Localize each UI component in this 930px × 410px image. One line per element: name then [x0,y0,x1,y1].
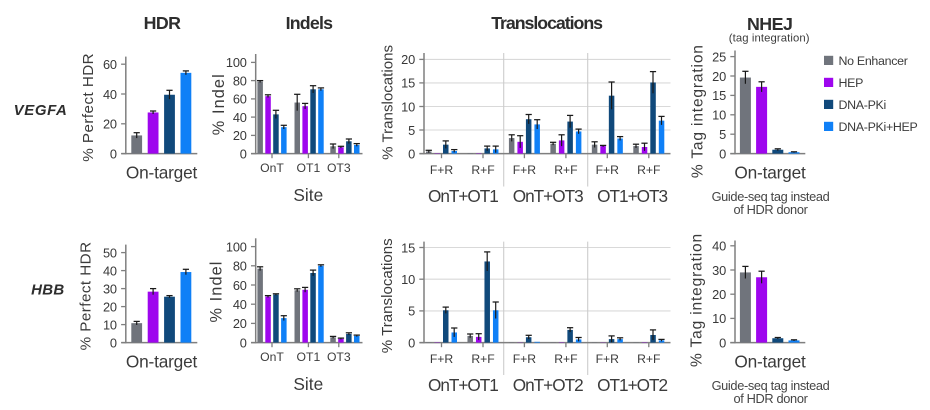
svg-text:60: 60 [233,92,247,107]
svg-text:20: 20 [233,316,247,331]
svg-text:40: 40 [233,110,247,125]
svg-text:10: 10 [712,311,726,326]
svg-text:F+R: F+R [596,352,620,366]
svg-text:% Perfect HDR: % Perfect HDR [80,53,97,162]
svg-text:No Enhancer: No Enhancer [839,54,908,68]
svg-text:5: 5 [408,123,415,138]
svg-text:OT1: OT1 [297,350,321,364]
svg-text:R+F: R+F [637,163,660,177]
svg-text:On-target: On-target [734,352,806,372]
svg-text:80: 80 [233,73,247,88]
svg-text:40: 40 [103,87,117,102]
svg-text:HEP: HEP [839,76,864,90]
svg-text:VEGFA: VEGFA [14,102,68,119]
svg-text:Translocations: Translocations [491,13,603,33]
svg-text:OT1: OT1 [297,161,321,175]
svg-text:of HDR donor: of HDR donor [733,202,808,217]
svg-text:0: 0 [240,335,247,350]
svg-text:OnT+OT1: OnT+OT1 [428,186,498,206]
svg-text:40: 40 [103,263,117,278]
svg-text:25: 25 [712,49,726,64]
svg-text:F+R: F+R [596,163,620,177]
svg-text:% Translocations: % Translocations [379,238,396,353]
svg-text:20: 20 [712,69,726,84]
svg-text:30: 30 [712,263,726,278]
svg-text:OT1+OT3: OT1+OT3 [597,186,667,206]
svg-text:% Indel: % Indel [210,73,228,135]
svg-text:OnT: OnT [260,161,284,175]
svg-text:% Translocations: % Translocations [380,45,397,160]
svg-text:Site: Site [293,185,323,205]
svg-text:(tag integration): (tag integration) [729,33,810,45]
svg-text:% Perfect HDR: % Perfect HDR [78,241,95,350]
svg-text:0: 0 [240,146,247,161]
svg-text:Guide-seq tag instead: Guide-seq tag instead [712,189,830,204]
svg-text:Guide-seq tag instead: Guide-seq tag instead [712,378,830,393]
svg-text:5: 5 [408,304,415,319]
svg-text:Indels: Indels [286,13,333,33]
svg-text:20: 20 [233,128,247,143]
svg-text:20: 20 [103,117,117,132]
svg-text:F+R: F+R [430,352,454,366]
svg-text:100: 100 [226,239,247,254]
svg-text:15: 15 [401,76,415,91]
svg-text:15: 15 [712,88,726,103]
svg-text:On-target: On-target [126,352,198,372]
svg-text:OnT: OnT [260,350,284,364]
svg-text:0: 0 [110,146,117,161]
svg-text:40: 40 [712,239,726,254]
svg-text:15: 15 [401,240,415,255]
svg-text:F+R: F+R [513,352,537,366]
svg-text:OnT+OT2: OnT+OT2 [513,375,583,395]
svg-text:40: 40 [233,297,247,312]
svg-text:10: 10 [401,272,415,287]
svg-text:0: 0 [719,335,726,350]
svg-text:0: 0 [110,335,117,350]
svg-text:0: 0 [408,335,415,350]
svg-text:HDR: HDR [144,13,181,33]
svg-text:60: 60 [233,278,247,293]
svg-text:OT3: OT3 [327,161,351,175]
svg-text:% Tag integration: % Tag integration [690,44,707,178]
svg-text:F+R: F+R [513,163,537,177]
svg-text:% Indel: % Indel [207,260,225,322]
svg-text:Site: Site [293,374,323,394]
svg-text:F+R: F+R [430,163,454,177]
svg-text:R+F: R+F [637,352,660,366]
svg-text:On-target: On-target [734,163,806,183]
svg-text:DNA-PKi: DNA-PKi [839,98,886,112]
svg-text:R+F: R+F [554,163,577,177]
svg-text:10: 10 [401,99,415,114]
svg-text:of HDR donor: of HDR donor [733,391,808,406]
svg-text:0: 0 [408,146,415,161]
svg-text:R+F: R+F [554,352,577,366]
svg-text:20: 20 [103,299,117,314]
svg-text:80: 80 [233,259,247,274]
svg-text:DNA-PKi+HEP: DNA-PKi+HEP [839,120,918,134]
svg-text:50: 50 [103,245,117,260]
svg-text:R+F: R+F [471,352,494,366]
svg-text:10: 10 [103,317,117,332]
svg-text:% Tag integration: % Tag integration [689,233,706,367]
svg-text:R+F: R+F [471,163,494,177]
svg-text:5: 5 [719,127,726,142]
svg-text:20: 20 [712,287,726,302]
svg-text:OnT+OT1: OnT+OT1 [428,375,498,395]
svg-text:60: 60 [103,57,117,72]
svg-text:OT1+OT2: OT1+OT2 [597,375,667,395]
svg-text:NHEJ: NHEJ [747,14,792,34]
svg-text:20: 20 [401,52,415,67]
svg-text:10: 10 [712,108,726,123]
svg-text:OT3: OT3 [327,350,351,364]
svg-text:30: 30 [103,281,117,296]
svg-text:HBB: HBB [31,282,64,299]
svg-text:On-target: On-target [126,163,198,183]
svg-text:0: 0 [719,146,726,161]
svg-text:OnT+OT3: OnT+OT3 [513,186,583,206]
svg-text:100: 100 [226,55,247,70]
